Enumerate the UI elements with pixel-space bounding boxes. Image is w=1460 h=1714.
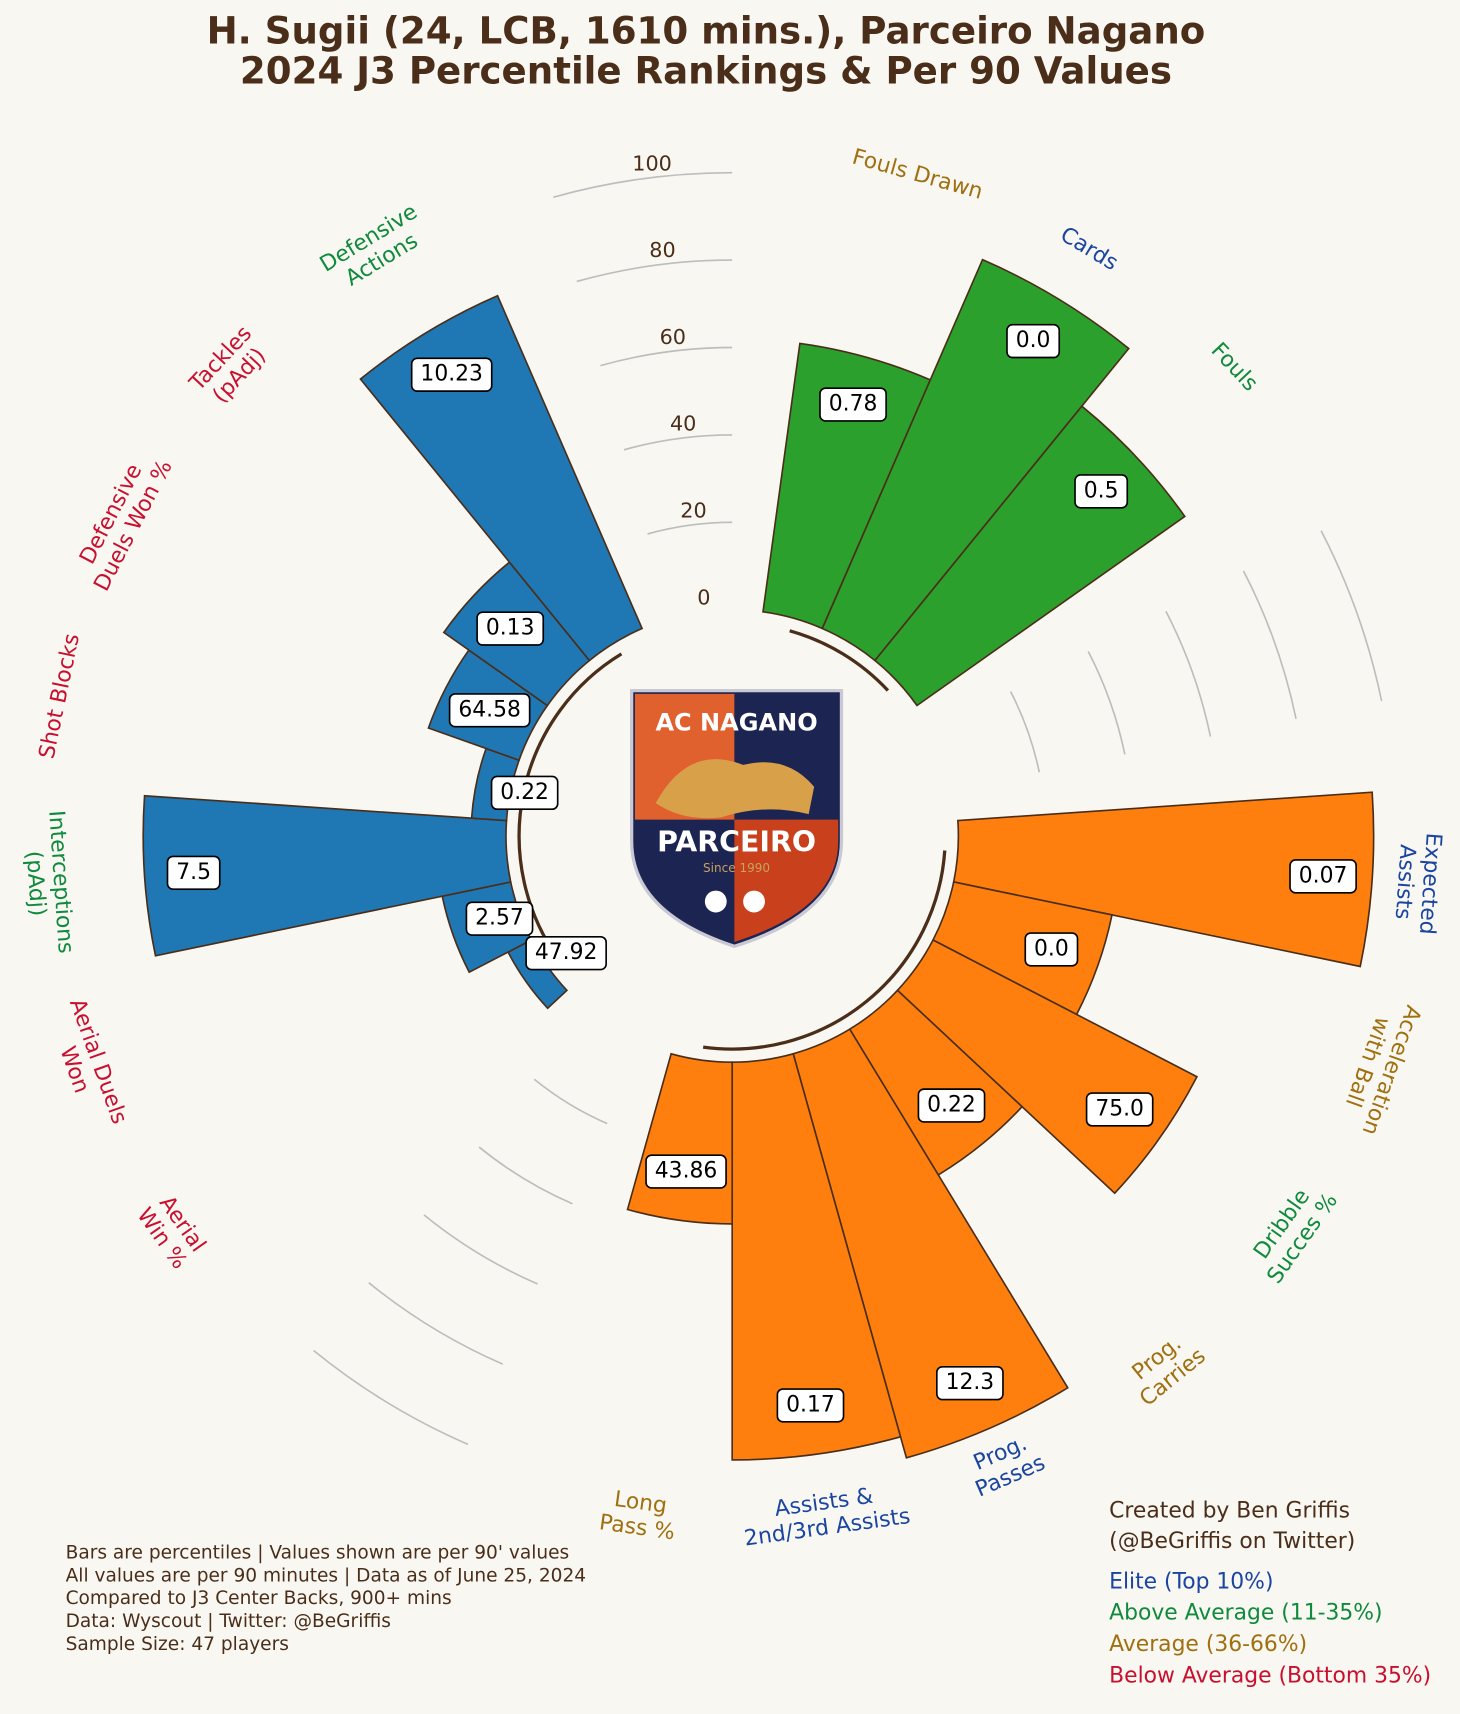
value-label: 47.92 (535, 940, 598, 965)
grid-arc (600, 346, 733, 367)
bar (792, 1028, 1069, 1459)
value-label-box (476, 611, 545, 646)
value-label: 0.13 (486, 616, 535, 641)
credit: Created by Ben Griffis (1109, 1498, 1350, 1523)
note: Compared to J3 Center Backs, 900+ mins (66, 1588, 452, 1609)
value-label-box (1006, 323, 1061, 359)
value-label-box (410, 357, 493, 392)
grid-arc (1009, 691, 1041, 773)
value-label-box (645, 1154, 727, 1189)
value-label-box (917, 1088, 986, 1123)
bar (731, 1052, 902, 1461)
grid-arc (553, 171, 733, 199)
notes: Bars are percentiles | Values shown are … (66, 1542, 587, 1655)
grid-arc (647, 521, 733, 535)
grid: 0 20 40 60 80 100 (313, 151, 1383, 1446)
grid-arc (1320, 530, 1383, 702)
value-label-box (1024, 932, 1079, 967)
legend-entry: Average (36-66%) (1109, 1632, 1307, 1657)
chart-title: H. Sugii (24, LCB, 1610 mins.), Parceiro… (207, 9, 1206, 52)
category-label: ExpectedAssists (1389, 830, 1446, 935)
r-tick-label: 20 (680, 499, 706, 523)
bar (821, 258, 1130, 662)
value-label: 12.3 (946, 1370, 995, 1395)
value-label-box (776, 1388, 845, 1423)
logo-text: PARCEIRO (657, 826, 816, 859)
bar (762, 342, 932, 630)
note: Sample Size: 47 players (66, 1634, 289, 1655)
value-label: 0.78 (829, 392, 878, 417)
note: Bars are percentiles | Values shown are … (66, 1542, 570, 1563)
grid-arc (368, 1282, 504, 1365)
value-label: 0.0 (1016, 328, 1051, 353)
legend-entry: Above Average (11-35%) (1109, 1601, 1382, 1626)
r-tick-label: 80 (649, 238, 675, 262)
grid-arc (1165, 610, 1212, 737)
value-label-box (936, 1366, 1004, 1401)
value-label: 0.22 (927, 1093, 976, 1118)
bar (896, 938, 1199, 1195)
bar (952, 791, 1375, 968)
value-label: 64.58 (458, 697, 521, 722)
value-label: 0.5 (1084, 478, 1119, 503)
group-arc (789, 629, 890, 692)
note: All values are per 90 minutes | Data as … (66, 1565, 587, 1586)
logo-quarter (734, 819, 839, 942)
legend-entry: Elite (Top 10%) (1109, 1569, 1273, 1594)
grid-arc (623, 434, 733, 451)
value-label: 0.0 (1034, 936, 1069, 961)
value-label-box (1289, 859, 1357, 894)
grid-arc (1242, 570, 1297, 719)
value-label: 75.0 (1095, 1096, 1144, 1121)
bar (142, 794, 512, 957)
legend-entry: Below Average (Bottom 35%) (1109, 1663, 1431, 1688)
value-label-box (1085, 1092, 1154, 1127)
note: Data: Wyscout | Twitter: @BeGriffis (66, 1611, 391, 1632)
grid-arc (423, 1214, 538, 1285)
logo-text: Since 1990 (703, 861, 770, 875)
credit: (@BeGriffis on Twitter) (1109, 1529, 1355, 1554)
logo-text: AC NAGANO (655, 708, 817, 736)
grid-arc (1087, 651, 1126, 755)
group-arc (702, 850, 947, 1051)
value-label-box (819, 387, 887, 422)
r-tick-label: 0 (697, 585, 710, 609)
r-tick-label: 40 (670, 412, 696, 436)
grid-arc (313, 1349, 469, 1446)
value-label: 7.5 (176, 860, 211, 885)
grid-arc (478, 1146, 573, 1205)
r-tick-label: 60 (660, 325, 686, 349)
value-label-box (448, 693, 531, 728)
value-label-box (525, 935, 607, 971)
value-label: 10.23 (420, 362, 483, 387)
grid-arc (533, 1078, 608, 1125)
value-label: 0.22 (500, 780, 549, 805)
value-label: 0.17 (786, 1392, 835, 1417)
logo-flower (704, 890, 727, 913)
grid-arc (576, 259, 733, 283)
logo-lion (655, 759, 815, 819)
logo: AC NAGANO PARCEIRO Since 1990 (630, 688, 844, 949)
logo-flower (743, 890, 765, 913)
value-label-box (465, 901, 534, 936)
value-label: 43.86 (655, 1159, 718, 1184)
r-tick-label: 100 (632, 151, 672, 175)
value-label: 0.07 (1299, 863, 1348, 888)
value-label-box (166, 855, 221, 891)
value-label-box (1074, 474, 1129, 509)
legend: Elite (Top 10%) Above Average (11-35%) Ave… (1109, 1569, 1431, 1688)
value-label-box (490, 775, 559, 811)
chart-title: 2024 J3 Percentile Rankings & Per 90 Val… (240, 50, 1172, 93)
value-label: 2.57 (475, 906, 524, 931)
